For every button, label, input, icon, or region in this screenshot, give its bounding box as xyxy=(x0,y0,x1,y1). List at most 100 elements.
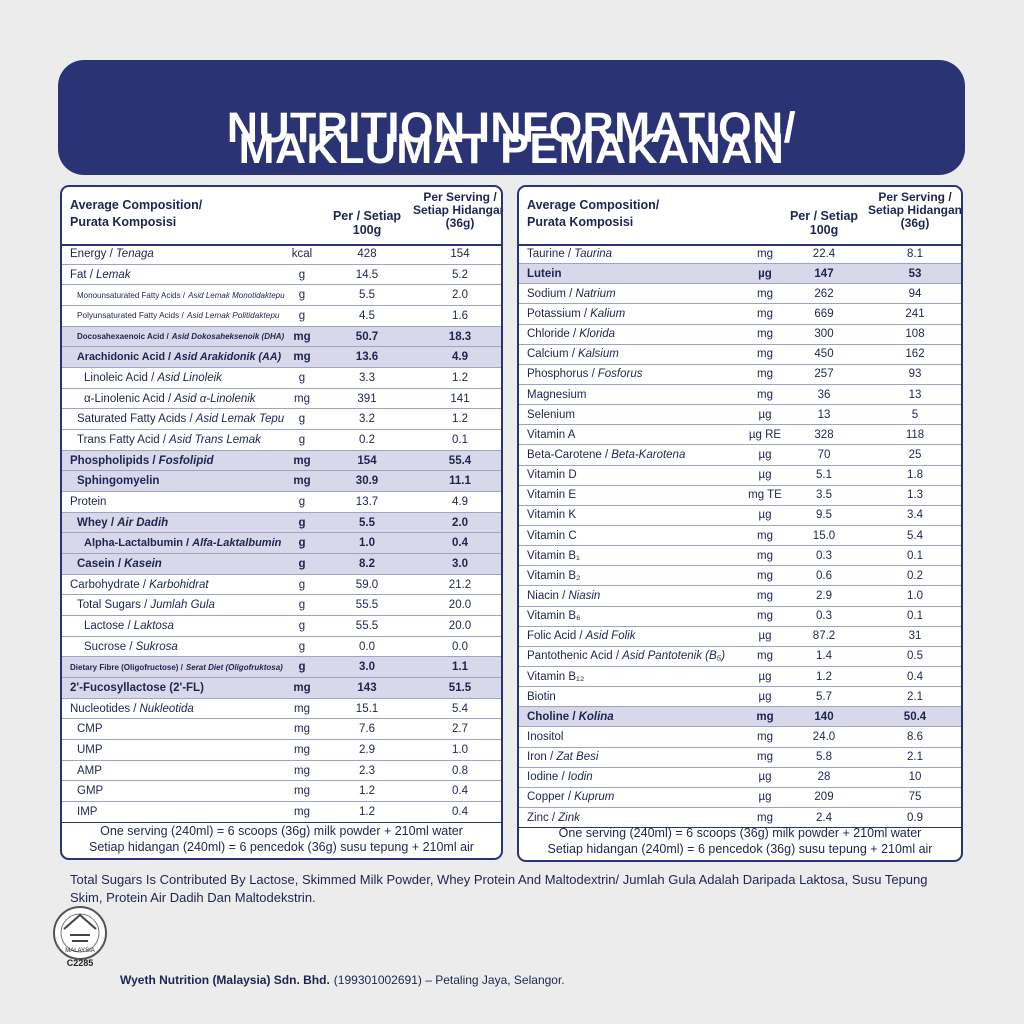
per-serving: 0.4 xyxy=(452,805,468,818)
table-header: Average Composition/Purata Komposisi Per … xyxy=(62,187,501,246)
per-100g: 3.5 xyxy=(816,489,832,502)
nutrient-name: IMP xyxy=(77,802,285,822)
unit: mg xyxy=(293,475,311,488)
unit: mg TE xyxy=(748,489,782,502)
unit: µg xyxy=(758,670,772,683)
nutrient-label: Vitamin B₁₂ xyxy=(527,670,585,683)
nutrient-name: Vitamin B₆ xyxy=(527,607,737,626)
nutrient-label: Vitamin B₆ xyxy=(527,610,581,623)
per-serving: 118 xyxy=(905,428,925,441)
per-serving: 1.1 xyxy=(452,661,468,674)
nutrient-name: Monounsaturated Fatty Acids / Asid Lemak … xyxy=(77,285,285,305)
per-serving: 75 xyxy=(908,791,922,804)
nutrient-local-label: Kolina xyxy=(578,710,614,723)
per-serving: 0.1 xyxy=(452,433,468,446)
per-serving: 5.2 xyxy=(452,268,468,281)
per-100g: 0.3 xyxy=(816,610,832,623)
nutrient-label: Total Sugars / xyxy=(77,599,148,612)
per-serving: 8.6 xyxy=(907,730,923,743)
nutrient-local-label: Nukleotida xyxy=(139,702,194,715)
unit: g xyxy=(298,371,306,384)
unit: g xyxy=(298,309,306,322)
nutrient-local-label: Air Dadih xyxy=(117,516,169,529)
table-row: Fat / Lemak g 14.5 5.2 xyxy=(62,265,501,286)
unit: g xyxy=(298,557,306,570)
nutrient-label: Pantothenic Acid / xyxy=(527,650,620,663)
per-100g: 2.9 xyxy=(816,589,832,602)
unit: mg xyxy=(293,681,311,694)
table-row: Iodine / Iodin µg 28 10 xyxy=(519,768,961,788)
nutrient-local-label: Tenaga xyxy=(115,247,154,260)
table-row: CMP mg 7.6 2.7 xyxy=(62,719,501,741)
table-row: Pantothenic Acid / Asid Pantotenik (B₅) mg… xyxy=(519,647,961,667)
per-serving: 1.6 xyxy=(452,309,468,322)
nutrient-local-label: Karbohidrat xyxy=(149,578,209,591)
unit: g xyxy=(298,268,306,281)
unit: mg xyxy=(757,650,773,663)
per-serving: 2.0 xyxy=(452,516,468,529)
nutrient-label: Iodine / xyxy=(527,771,565,784)
per-serving: 108 xyxy=(905,328,925,341)
table-row: Vitamin C mg 15.0 5.4 xyxy=(519,526,961,547)
per-100g: 147 xyxy=(814,267,834,280)
nutrient-label: Copper / xyxy=(527,791,572,804)
nutrient-label: Lutein xyxy=(527,267,562,280)
unit: mg xyxy=(757,368,773,381)
nutrient-label: Carbohydrate / xyxy=(70,578,147,591)
unit: mg xyxy=(294,764,310,777)
per-100g: 3.0 xyxy=(359,661,375,674)
company-details: (199301002691) – Petaling Jaya, Selangor… xyxy=(333,973,565,987)
nutrient-label: Arachidonic Acid / xyxy=(77,351,171,364)
nutrient-name: Biotin xyxy=(527,687,737,706)
header-line: Purata Komposisi xyxy=(527,215,634,229)
per-serving: 2.1 xyxy=(907,751,923,764)
unit: µg xyxy=(758,791,772,804)
table-row: Phosphorus / Fosforus mg 257 93 xyxy=(519,365,961,385)
nutrient-local-label: Iodin xyxy=(567,771,593,784)
table-row: Selenium µg 13 5 xyxy=(519,405,961,426)
header-line: Setiap Hidangan xyxy=(412,203,503,217)
nutrient-local-label: Natrium xyxy=(575,287,616,300)
per-serving: 25 xyxy=(908,448,922,461)
per-100g: 36 xyxy=(817,388,831,401)
unit: mg xyxy=(757,388,773,401)
per-100g: 257 xyxy=(814,368,834,381)
unit: mg xyxy=(757,610,773,623)
nutrient-name: Beta-Carotene / Beta-Karotena xyxy=(527,445,737,464)
nutrient-local-label: Jumlah Gula xyxy=(150,599,215,612)
per-100g: 669 xyxy=(814,307,834,320)
per-100g: 391 xyxy=(357,392,377,405)
per-100g: 143 xyxy=(357,681,377,694)
nutrient-local-label: Lemak xyxy=(96,268,131,281)
table-row: Iron / Zat Besi mg 5.8 2.1 xyxy=(519,748,961,768)
per-serving: 0.5 xyxy=(907,650,923,663)
unit: g xyxy=(298,413,306,426)
table-row: Sphingomyelin mg 30.9 11.1 xyxy=(62,471,501,493)
nutrient-local-label: Kuprum xyxy=(574,791,615,804)
title: NUTRITION INFORMATION/ xyxy=(226,104,797,152)
nutrient-name: Trans Fatty Acid / Asid Trans Lemak xyxy=(77,430,285,450)
column-header: Per Serving / Setiap Hidangan (36g) xyxy=(865,191,961,230)
table-row: Docosahexaenoic Acid / Asid Dokosahekseno… xyxy=(62,326,501,348)
per-serving: 5 xyxy=(911,408,919,421)
nutrient-label: GMP xyxy=(77,785,104,798)
nutrient-label: Vitamin C xyxy=(527,529,577,542)
serving-note: One serving (240ml) = 6 scoops (36g) mil… xyxy=(100,824,463,838)
nutrient-local-label: Alfa-Laktalbumin xyxy=(192,537,282,550)
per-serving: 31 xyxy=(908,630,922,643)
per-100g: 9.5 xyxy=(816,509,832,522)
unit: mg xyxy=(293,351,311,364)
per-100g: 0.6 xyxy=(816,569,832,582)
per-serving: 93 xyxy=(908,368,922,381)
unit: mg xyxy=(757,549,773,562)
table-row: Folic Acid / Asid Folik µg 87.2 31 xyxy=(519,627,961,647)
nutrient-name: Sodium / Natrium xyxy=(527,284,737,303)
unit: mg xyxy=(757,247,773,260)
nutrient-label: Potassium / xyxy=(527,307,588,320)
nutrient-name: Protein xyxy=(70,492,285,512)
nutrient-label: Choline / xyxy=(527,710,576,723)
header-line: (36g) xyxy=(445,216,475,230)
nutrient-name: Energy / Tenaga xyxy=(70,244,285,264)
table-row: Vitamin A µg RE 328 118 xyxy=(519,425,961,446)
nutrient-name: Zinc / Zink xyxy=(527,808,737,827)
